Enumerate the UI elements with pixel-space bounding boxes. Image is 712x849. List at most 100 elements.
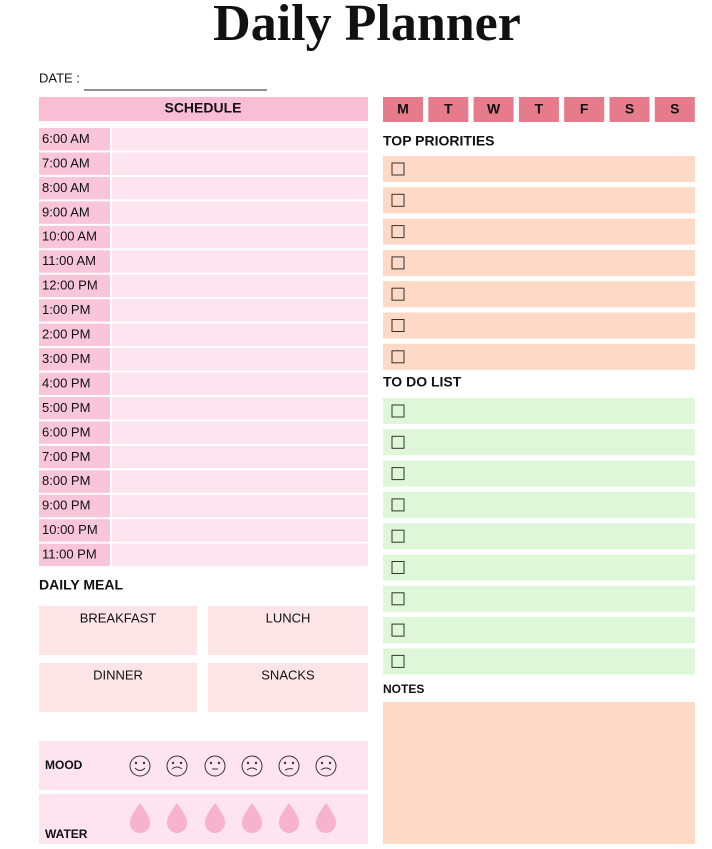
schedule-cell (112, 299, 368, 322)
meal-label: LUNCH (266, 610, 311, 625)
time-label: 8:00 PM (42, 473, 90, 488)
time-label: 1:00 PM (42, 302, 90, 317)
schedule-cell (112, 445, 368, 469)
checkbox (391, 404, 405, 418)
face-part (134, 761, 138, 765)
schedule-cell (112, 176, 368, 200)
date-label: DATE : (39, 70, 80, 85)
notes-title: NOTES (383, 682, 424, 696)
time-cell (39, 421, 110, 444)
time-label: 8:00 AM (42, 180, 90, 195)
time-cell (39, 372, 110, 395)
schedule-cell (112, 274, 368, 298)
face-part (246, 761, 250, 765)
schedule-cell (112, 128, 368, 151)
face-part (241, 755, 263, 777)
schedule-cell (112, 396, 368, 420)
schedule-cell (112, 519, 368, 542)
schedule-cell (112, 201, 368, 224)
priority-row (383, 281, 695, 308)
checkbox (391, 623, 405, 637)
mood-row (39, 741, 368, 790)
face-part (209, 761, 213, 765)
schedule-cell (112, 494, 368, 518)
face-part (283, 761, 287, 765)
schedule-cell (112, 421, 368, 444)
time-cell (39, 323, 110, 347)
day-label: T (535, 101, 544, 117)
time-cell (39, 543, 110, 567)
title: Daily Planner (213, 0, 521, 52)
mood-face (241, 755, 263, 777)
time-label: 10:00 AM (42, 229, 97, 244)
day-label: T (444, 101, 453, 117)
face-part (328, 761, 332, 765)
water-drop (278, 803, 300, 833)
mood-face (129, 755, 151, 777)
time-label: 12:00 PM (42, 278, 98, 293)
time-label: 4:00 PM (42, 375, 90, 390)
time-label: 9:00 PM (42, 498, 90, 513)
face-part (320, 761, 324, 765)
time-cell (39, 299, 110, 322)
checkbox (391, 225, 405, 239)
face-part (142, 761, 146, 765)
schedule-header (39, 97, 368, 121)
priority-row (383, 343, 695, 370)
time-cell (39, 128, 110, 151)
water-row (39, 794, 368, 844)
day-box (654, 97, 695, 122)
priority-row (383, 187, 695, 214)
priority-row (383, 156, 695, 182)
todo-row (383, 585, 695, 612)
meal-label: DINNER (93, 667, 143, 682)
todo-row (383, 554, 695, 581)
schedule-cell (112, 323, 368, 347)
time-cell (39, 396, 110, 420)
checkbox (391, 654, 405, 668)
schedule-cell (112, 470, 368, 493)
time-label: 5:00 PM (42, 400, 90, 415)
day-box (609, 97, 650, 122)
day-box (428, 97, 469, 122)
water-drop (204, 803, 226, 833)
schedule-title: SCHEDULE (164, 100, 241, 116)
meal-box (39, 663, 197, 712)
meal-box (208, 663, 368, 712)
time-label: 6:00 AM (42, 131, 90, 146)
face-part (291, 761, 295, 765)
checkbox (391, 467, 405, 481)
day-label: M (397, 101, 409, 117)
time-label: 7:00 AM (42, 155, 90, 170)
water-label: WATER (45, 827, 88, 841)
water-drop (241, 803, 263, 833)
time-label: 2:00 PM (42, 327, 90, 342)
time-cell (39, 225, 110, 249)
notes-box (383, 702, 695, 844)
face-part (129, 755, 151, 777)
checkbox (391, 350, 405, 364)
time-cell (39, 201, 110, 224)
time-cell (39, 250, 110, 273)
checkbox (391, 287, 405, 301)
checkbox (391, 256, 405, 270)
water-drop (166, 803, 188, 833)
checkbox (391, 529, 405, 543)
checkbox (391, 592, 405, 606)
time-cell (39, 470, 110, 493)
day-box (518, 97, 559, 122)
face-part (254, 761, 258, 765)
todo-row (383, 460, 695, 487)
schedule-cell (112, 152, 368, 175)
todo-row (383, 491, 695, 518)
meal-label: SNACKS (261, 667, 315, 682)
time-cell (39, 274, 110, 298)
face-part (204, 755, 226, 777)
schedule-cell (112, 225, 368, 249)
face-part (171, 761, 175, 765)
todo-row (383, 523, 695, 550)
schedule-cell (112, 543, 368, 567)
face-part (246, 767, 258, 771)
